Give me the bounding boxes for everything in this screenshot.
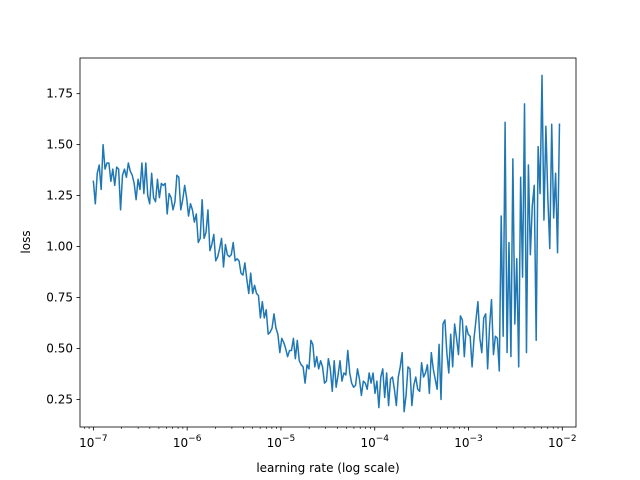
y-axis-ticks: 0.25 0.50 0.75 1.00 1.25 1.50 1.75 xyxy=(46,87,80,406)
x-axis-label: learning rate (log scale) xyxy=(256,461,399,475)
x-tick-label: 10−2 xyxy=(548,434,577,450)
x-axis-ticks: 10−7 10−6 10−5 10−4 10−3 10−2 xyxy=(79,427,577,450)
x-tick-label: 10−4 xyxy=(360,434,389,450)
y-tick-label: 0.25 xyxy=(46,392,73,406)
x-axis-minor-ticks xyxy=(83,427,559,429)
loss-series-line xyxy=(92,74,561,413)
y-axis-label: loss xyxy=(19,230,33,253)
y-tick-label: 1.00 xyxy=(46,240,73,254)
y-tick-label: 1.50 xyxy=(46,138,73,152)
y-tick-label: 0.50 xyxy=(46,342,73,356)
x-tick-label: 10−3 xyxy=(454,434,483,450)
y-tick-label: 1.25 xyxy=(46,189,73,203)
y-tick-label: 1.75 xyxy=(46,87,73,101)
x-tick-label: 10−5 xyxy=(267,434,296,450)
y-tick-label: 0.75 xyxy=(46,291,73,305)
plot-frame xyxy=(79,57,577,428)
x-tick-label: 10−6 xyxy=(173,434,202,450)
x-tick-label: 10−7 xyxy=(79,434,108,450)
